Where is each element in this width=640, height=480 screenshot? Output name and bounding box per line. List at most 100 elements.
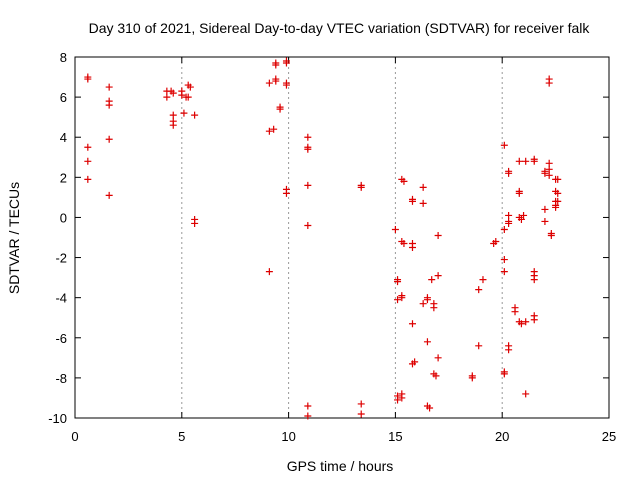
data-point bbox=[475, 286, 483, 294]
data-point bbox=[272, 77, 280, 85]
data-point bbox=[265, 268, 273, 276]
data-point bbox=[270, 125, 278, 133]
data-point bbox=[391, 225, 399, 233]
data-point bbox=[282, 59, 290, 67]
data-point bbox=[398, 292, 406, 300]
data-point bbox=[272, 61, 280, 69]
x-axis-ticks: 0 5 10 15 20 25 bbox=[71, 57, 616, 444]
data-point bbox=[515, 157, 523, 165]
data-point bbox=[265, 79, 273, 87]
data-point bbox=[357, 410, 365, 418]
data-point bbox=[428, 276, 436, 284]
data-point bbox=[434, 231, 442, 239]
data-point bbox=[423, 296, 431, 304]
data-point bbox=[426, 404, 434, 412]
data-point bbox=[411, 358, 419, 366]
data-point bbox=[84, 143, 92, 151]
y-tick-label: -6 bbox=[55, 331, 67, 346]
y-tick-label: -4 bbox=[55, 291, 67, 306]
data-point bbox=[500, 268, 508, 276]
data-point bbox=[541, 217, 549, 225]
data-point bbox=[419, 183, 427, 191]
data-point bbox=[169, 121, 177, 129]
y-tick-label: 4 bbox=[60, 130, 67, 145]
data-point bbox=[84, 75, 92, 83]
data-point bbox=[184, 93, 192, 101]
data-point bbox=[304, 402, 312, 410]
data-point bbox=[84, 175, 92, 183]
chart-title: Day 310 of 2021, Sidereal Day-to-day VTE… bbox=[89, 20, 591, 36]
data-point bbox=[398, 394, 406, 402]
data-points bbox=[84, 57, 562, 420]
x-tick-label: 5 bbox=[178, 429, 185, 444]
y-tick-label: 6 bbox=[60, 90, 67, 105]
data-point bbox=[434, 354, 442, 362]
data-point bbox=[468, 374, 476, 382]
data-point bbox=[522, 390, 530, 398]
data-point bbox=[505, 169, 513, 177]
data-point bbox=[530, 276, 538, 284]
x-tick-label: 0 bbox=[71, 429, 78, 444]
data-point bbox=[282, 81, 290, 89]
data-point bbox=[169, 89, 177, 97]
data-point bbox=[517, 215, 525, 223]
data-point bbox=[282, 189, 290, 197]
data-point bbox=[105, 135, 113, 143]
data-point bbox=[520, 211, 528, 219]
data-point bbox=[479, 276, 487, 284]
data-point bbox=[419, 300, 427, 308]
data-point bbox=[432, 372, 440, 380]
data-point bbox=[423, 338, 431, 346]
data-point bbox=[554, 175, 562, 183]
data-point bbox=[522, 318, 530, 326]
data-point bbox=[530, 316, 538, 324]
data-point bbox=[408, 197, 416, 205]
data-point bbox=[191, 219, 199, 227]
data-point bbox=[500, 370, 508, 378]
data-point bbox=[265, 127, 273, 135]
data-point bbox=[505, 346, 513, 354]
data-point bbox=[105, 101, 113, 109]
data-point bbox=[517, 320, 525, 328]
data-point bbox=[191, 111, 199, 119]
x-tick-label: 15 bbox=[388, 429, 402, 444]
data-point bbox=[304, 181, 312, 189]
data-point bbox=[554, 189, 562, 197]
data-point bbox=[304, 145, 312, 153]
data-point bbox=[276, 105, 284, 113]
data-point bbox=[163, 93, 171, 101]
data-point bbox=[545, 171, 553, 179]
data-point bbox=[357, 183, 365, 191]
data-point bbox=[180, 109, 188, 117]
data-point bbox=[545, 159, 553, 167]
data-point bbox=[105, 83, 113, 91]
data-point bbox=[304, 412, 312, 420]
y-tick-label: 0 bbox=[60, 210, 67, 225]
data-point bbox=[419, 199, 427, 207]
x-tick-label: 10 bbox=[281, 429, 295, 444]
data-point bbox=[492, 238, 500, 246]
data-point bbox=[505, 219, 513, 227]
data-point bbox=[394, 296, 402, 304]
data-point bbox=[522, 157, 530, 165]
data-point bbox=[547, 231, 555, 239]
x-axis-label: GPS time / hours bbox=[287, 458, 394, 474]
data-point bbox=[545, 79, 553, 87]
data-point bbox=[505, 211, 513, 219]
data-point bbox=[554, 197, 562, 205]
x-tick-label: 20 bbox=[495, 429, 509, 444]
data-point bbox=[408, 320, 416, 328]
data-point bbox=[304, 221, 312, 229]
data-point bbox=[434, 272, 442, 280]
y-axis-ticks: -10 -8 -6 -4 -2 0 2 4 6 8 bbox=[48, 50, 609, 426]
data-point bbox=[500, 256, 508, 264]
y-tick-label: -10 bbox=[48, 411, 67, 426]
data-point bbox=[105, 191, 113, 199]
data-point bbox=[500, 141, 508, 149]
x-tick-label: 25 bbox=[602, 429, 616, 444]
y-tick-label: 8 bbox=[60, 50, 67, 65]
data-point bbox=[500, 225, 508, 233]
y-tick-label: 2 bbox=[60, 170, 67, 185]
grid-lines bbox=[181, 57, 503, 418]
